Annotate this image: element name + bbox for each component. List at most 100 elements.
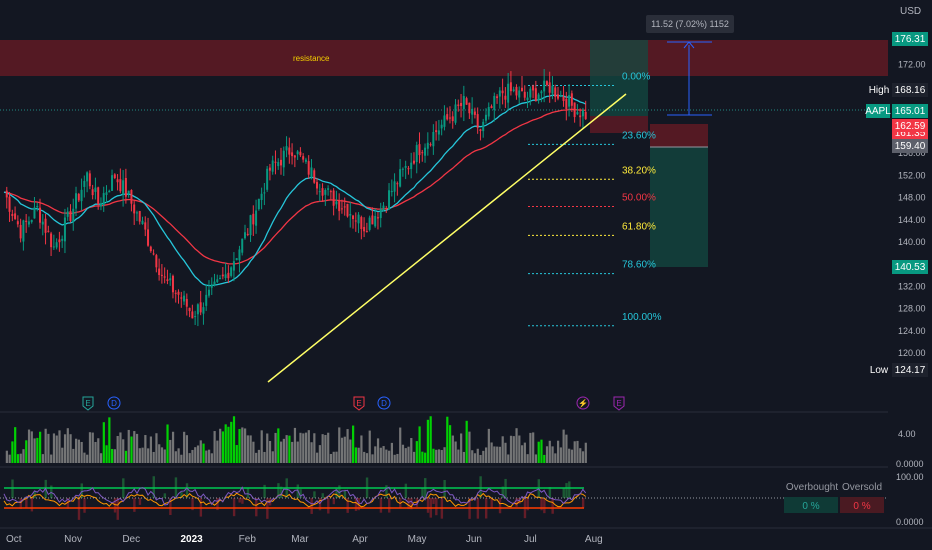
- oscillator-bar: [501, 486, 504, 498]
- volume-bar: [307, 430, 310, 463]
- candle-body: [515, 86, 518, 96]
- price-tags: 176.31 High 168.16 AAPL 165.01 161.35 16…: [865, 32, 928, 377]
- volume-bar: [476, 448, 479, 463]
- candle-body: [75, 193, 78, 209]
- volume-bar: [138, 448, 141, 463]
- volume-axis-tick: 0.0000: [896, 459, 924, 469]
- volume-bar: [291, 441, 294, 463]
- candle-body: [252, 213, 255, 225]
- volume-bar: [246, 435, 249, 463]
- fib-level-label: 78.60%: [622, 260, 656, 271]
- volume-bar: [243, 428, 247, 463]
- earnings-event-icon[interactable]: E: [613, 396, 625, 411]
- fib-level-label: 100.00%: [622, 312, 662, 323]
- dividend-event-icon[interactable]: D: [107, 396, 121, 410]
- volume-bar: [61, 447, 64, 463]
- volume-bar: [401, 444, 405, 463]
- dividend-event-icon[interactable]: D: [377, 396, 391, 410]
- fib-level-label: 38.20%: [622, 165, 656, 176]
- earnings-event-icon[interactable]: E: [82, 396, 94, 411]
- volume-bar: [99, 453, 103, 463]
- volume-bar: [5, 450, 8, 463]
- candle-body: [77, 193, 80, 201]
- candle-body: [97, 187, 100, 205]
- candle-body: [460, 102, 463, 107]
- volume-bar: [498, 446, 502, 463]
- candle-body: [496, 96, 499, 99]
- oscillator-bar: [152, 476, 155, 498]
- candle-body: [41, 221, 44, 225]
- candle-body: [271, 160, 274, 172]
- currency-label: USD: [900, 6, 921, 17]
- oscillator-bar: [80, 483, 83, 498]
- volume-bar: [443, 447, 446, 463]
- candle-body: [421, 152, 424, 154]
- candle-body: [410, 162, 413, 169]
- candle-body: [183, 295, 186, 302]
- position-tool[interactable]: [590, 40, 708, 267]
- candle-body: [230, 267, 233, 276]
- volume-bar: [432, 448, 435, 463]
- candle-body: [108, 190, 111, 193]
- fibonacci-retracement[interactable]: 0.00% 23.60% 38.20% 50.00% 61.80% 78.60% 100.0…: [528, 71, 662, 327]
- candle-body: [365, 231, 368, 233]
- volume-bar: [183, 431, 186, 463]
- candle-body: [207, 289, 210, 296]
- oscillator-bar: [66, 498, 70, 509]
- volume-bar: [343, 436, 346, 463]
- candle-body: [401, 168, 404, 170]
- low-tag-text: 124.17: [895, 365, 926, 376]
- volume-bar: [310, 442, 313, 463]
- volume-bar: [119, 432, 122, 463]
- volume-bar: [280, 441, 283, 463]
- candle-body: [263, 192, 266, 194]
- volume-bar: [230, 421, 233, 463]
- volume-bar: [382, 446, 385, 463]
- candle-body: [318, 191, 321, 193]
- event-markers[interactable]: E D E D ⚡ E: [82, 396, 625, 411]
- oscillator-bar: [432, 498, 435, 504]
- measure-tool[interactable]: 11.52 (7.02%) 1152: [646, 15, 734, 116]
- candle-body: [412, 160, 415, 164]
- candle-body: [22, 220, 25, 242]
- candle-body: [316, 182, 319, 189]
- volume-bar: [543, 454, 546, 463]
- candle-body: [338, 200, 341, 212]
- position-profit-zone: [590, 40, 648, 116]
- high-tag-text: 168.16: [895, 85, 926, 96]
- candle-body: [260, 193, 263, 201]
- candle-body: [399, 169, 402, 187]
- time-axis[interactable]: Oct Nov Dec 2023 Feb Mar Apr May Jun Jul Aug: [6, 534, 603, 545]
- candle-body: [371, 215, 374, 225]
- volume-bar: [249, 435, 252, 463]
- earnings-event-icon[interactable]: E: [353, 396, 365, 411]
- candle-body: [532, 85, 535, 91]
- volume-bar: [241, 427, 244, 463]
- volume-bar: [379, 447, 382, 463]
- volume-bar: [324, 434, 327, 463]
- candle-body: [83, 180, 86, 187]
- price-axis-tick: 152.00: [898, 170, 926, 180]
- event-marker-shape: [82, 396, 94, 411]
- candle-body: [66, 211, 69, 217]
- volume-bar: [507, 454, 510, 463]
- volume-bar: [329, 453, 333, 463]
- split-event-icon[interactable]: ⚡: [576, 396, 590, 410]
- volume-bar: [332, 451, 335, 463]
- volume-bar: [410, 438, 413, 463]
- trendline[interactable]: [267, 93, 627, 383]
- candle-body: [91, 189, 94, 196]
- volume-bar: [266, 433, 269, 463]
- oversold-cell: [840, 497, 884, 513]
- volume-bar: [537, 441, 540, 463]
- volume-bar: [340, 437, 344, 463]
- volume-bar: [573, 441, 576, 463]
- volume-bar: [302, 433, 305, 463]
- candle-body: [216, 279, 219, 282]
- event-marker-shape: [576, 396, 590, 410]
- oscillator-bar: [421, 488, 424, 498]
- volume-bar: [210, 453, 213, 463]
- volume-bar: [374, 446, 377, 463]
- oscillator-bar: [335, 487, 338, 498]
